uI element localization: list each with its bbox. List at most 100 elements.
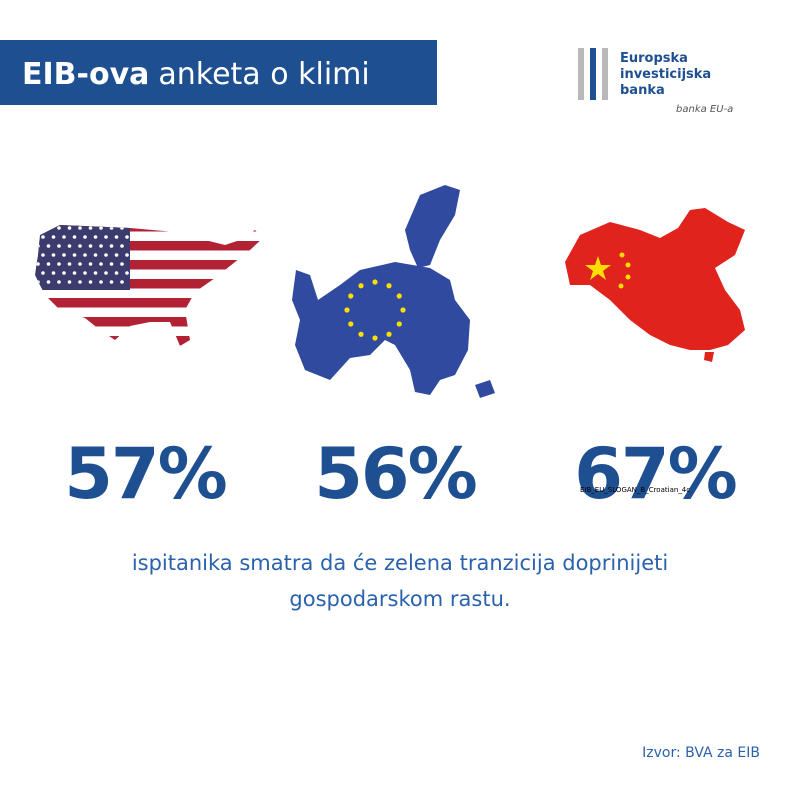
flag-star <box>93 235 98 239</box>
stripe <box>35 298 263 308</box>
flag-star <box>83 253 87 257</box>
logo-tagline: banka EU-a <box>676 104 733 115</box>
header-bar <box>0 40 437 105</box>
flag-star <box>114 235 119 239</box>
eu-star <box>358 331 364 337</box>
logo-line: Europska <box>620 51 688 66</box>
flag-star <box>125 235 129 239</box>
statement-line: gospodarskom rastu. <box>289 587 510 611</box>
china-map <box>565 208 745 362</box>
flag-star <box>120 262 124 266</box>
flag-star <box>67 226 72 230</box>
flag-star <box>120 244 124 248</box>
flag-star <box>109 244 114 248</box>
header-title: EIB-ova anketa o klimi <box>22 57 370 92</box>
eu-star <box>396 321 402 327</box>
eu-star <box>348 321 354 327</box>
flag-star <box>104 235 108 239</box>
flag-star <box>62 271 66 275</box>
usa-map <box>35 225 263 346</box>
flag-star <box>36 262 40 266</box>
flag-star <box>83 271 87 275</box>
flag-star <box>62 235 66 239</box>
flag-star <box>46 262 51 266</box>
stat-value: 57% <box>64 433 226 515</box>
flag-star <box>83 235 87 239</box>
eu-map <box>292 185 495 398</box>
flag-star <box>57 262 61 266</box>
flag-star <box>36 244 40 248</box>
flag-star <box>93 271 98 275</box>
flag-star <box>99 226 103 230</box>
flag-star <box>57 244 61 248</box>
flag-star <box>67 244 72 248</box>
eu-star <box>386 331 392 337</box>
flag-star <box>51 235 56 239</box>
stripe <box>35 241 263 251</box>
flag-star <box>36 226 40 230</box>
flag-star <box>99 244 103 248</box>
eu-star <box>396 293 402 299</box>
flag-star <box>120 280 124 284</box>
stripe <box>35 336 263 346</box>
flag-star <box>109 280 114 284</box>
flag-star <box>41 271 45 275</box>
flag-star <box>88 280 93 284</box>
flag-star <box>67 262 72 266</box>
flag-star <box>114 271 119 275</box>
flag-star <box>109 226 114 230</box>
eu-star <box>344 307 350 313</box>
flag-star <box>114 253 119 257</box>
flag-star <box>46 280 51 284</box>
stripe <box>35 279 263 289</box>
flag-star <box>109 262 114 266</box>
stripe <box>35 260 263 270</box>
flag-star <box>72 253 77 257</box>
stat-value: 67% <box>574 433 736 515</box>
flag-star <box>72 235 77 239</box>
eu-star <box>348 293 354 299</box>
flag-star <box>104 271 108 275</box>
flag-star <box>62 253 66 257</box>
flag-star <box>88 226 93 230</box>
flag-star <box>57 226 61 230</box>
flag-star <box>88 244 93 248</box>
flag-star <box>78 280 82 284</box>
stripe <box>35 317 263 327</box>
flag-star <box>57 280 61 284</box>
logo: Europska investicijska banka banka EU-a <box>578 48 733 115</box>
eu-star <box>372 335 378 341</box>
logo-line: banka <box>620 83 665 98</box>
title-rest: anketa o klimi <box>158 57 369 92</box>
flag-star <box>99 262 103 266</box>
flag-star <box>93 253 98 257</box>
flag-star <box>125 253 129 257</box>
logo-line: investicijska <box>620 67 711 82</box>
flag-star <box>78 244 82 248</box>
flag-star <box>41 235 45 239</box>
eu-star <box>372 279 378 285</box>
flag-star <box>36 280 40 284</box>
flag-star <box>72 271 77 275</box>
flag-star <box>78 226 82 230</box>
flag-star <box>104 253 108 257</box>
flag-star <box>51 253 56 257</box>
flag-star <box>41 253 45 257</box>
flag-star <box>78 262 82 266</box>
flag-star <box>46 244 51 248</box>
flag-star <box>67 280 72 284</box>
flag-star <box>88 262 93 266</box>
statement-line: ispitanika smatra da će zelena tranzicij… <box>132 551 668 575</box>
overlay-label: EIB_EU_SLOGAN_B_Croatian_4c <box>580 486 690 494</box>
source: Izvor: BVA za EIB <box>642 745 760 761</box>
eu-star <box>358 283 364 289</box>
stat-value: 56% <box>314 433 476 515</box>
flag-star <box>46 226 51 230</box>
flag-star <box>51 271 56 275</box>
title-bold: EIB-ova <box>22 57 149 92</box>
flag-star <box>120 226 124 230</box>
flag-star <box>99 280 103 284</box>
eu-star <box>400 307 406 313</box>
flag-star <box>125 271 129 275</box>
